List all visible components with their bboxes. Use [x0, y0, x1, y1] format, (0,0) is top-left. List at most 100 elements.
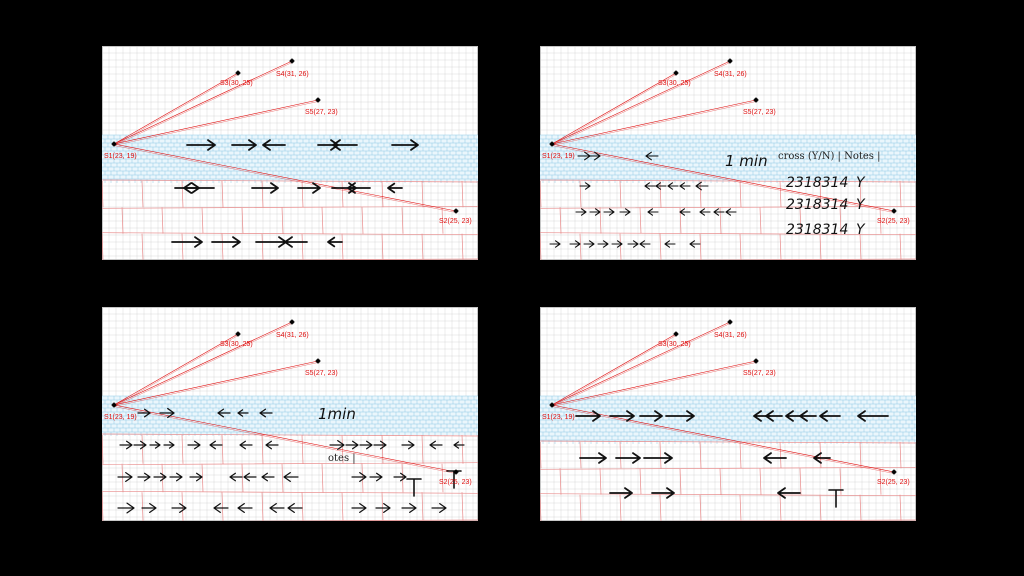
survey-points	[549, 58, 897, 214]
arrow-mark	[665, 410, 695, 422]
arrow-mark	[259, 408, 273, 418]
arrow-mark	[351, 471, 367, 483]
sight-line-s2	[551, 404, 895, 473]
arrow-mark	[597, 240, 609, 248]
water-band	[540, 134, 916, 183]
arrow-mark	[429, 440, 443, 450]
water-texture	[540, 134, 916, 183]
arrow-mark	[261, 472, 275, 482]
stop-mark	[406, 478, 422, 497]
arrow-mark	[284, 236, 308, 248]
arrow-mark	[171, 502, 187, 514]
arrow-mark	[117, 471, 133, 483]
sight-line-s2	[113, 404, 457, 473]
label-s1: S1(23, 19)	[104, 153, 137, 160]
sight-line-s5-b	[113, 362, 319, 407]
sight-line-s4	[113, 321, 293, 406]
arrow-mark	[189, 472, 203, 482]
arrow-mark	[229, 472, 243, 482]
arrow-mark	[713, 208, 725, 216]
arrow-mark	[639, 410, 663, 422]
arrow-mark	[777, 487, 801, 499]
water-band	[540, 395, 916, 444]
panel-3: S1(23, 19) S2(25, 23) S3(30, 25) S4(31, …	[102, 307, 478, 521]
arrow-mark	[119, 440, 133, 450]
arrow-mark	[243, 472, 257, 482]
arrow-mark	[763, 452, 787, 464]
label-s3: S3(30, 25)	[220, 80, 253, 87]
arrow-mark	[609, 410, 635, 422]
sight-line-s3	[113, 72, 239, 145]
arrow-mark	[149, 441, 161, 449]
sight-line-s3-b	[551, 335, 677, 407]
panel-1-canvas: S1(23, 19) S2(25, 23) S3(30, 25) S4(31, …	[102, 46, 478, 260]
arrow-mark	[137, 408, 151, 418]
label-s2: S2(25, 23)	[877, 479, 910, 486]
water-fill	[102, 396, 478, 435]
label-s3: S3(30, 25)	[658, 341, 691, 348]
sight-lines	[551, 321, 895, 474]
brick-band	[102, 179, 478, 260]
arrow-mark	[283, 471, 299, 483]
label-s2: S2(25, 23)	[439, 218, 472, 225]
survey-points	[111, 58, 459, 214]
arrow-mark	[163, 441, 175, 449]
panel-4-canvas: S1(23, 19) S2(25, 23) S3(30, 25) S4(31, …	[540, 307, 916, 521]
arrow-marks	[117, 407, 465, 514]
brick-lines	[102, 433, 478, 521]
panel-4: S1(23, 19) S2(25, 23) S3(30, 25) S4(31, …	[540, 307, 916, 521]
arrow-mark	[237, 409, 249, 417]
water-texture	[102, 395, 478, 436]
arrow-marks	[171, 139, 419, 248]
arrow-mark	[589, 208, 601, 216]
header-note: cross (Y/N) | Notes |	[778, 151, 880, 162]
arrow-mark	[169, 472, 183, 482]
arrow-mark	[679, 182, 691, 190]
arrow-mark	[644, 182, 656, 190]
water-fill	[540, 135, 916, 181]
arrow-mark	[579, 182, 591, 190]
arrow-mark	[255, 236, 287, 248]
sight-line-s3-b	[551, 74, 677, 146]
sight-line-s4-b	[113, 62, 293, 146]
arrow-mark	[217, 408, 231, 418]
arrow-mark	[351, 502, 367, 514]
sight-line-s2-b	[113, 145, 457, 213]
arrow-mark	[186, 139, 216, 151]
arrow-mark	[373, 440, 387, 450]
brick-lines	[540, 179, 916, 260]
brick-band	[102, 433, 478, 521]
sight-line-s5-b	[551, 362, 757, 407]
sight-line-s3-b	[113, 74, 239, 146]
sight-line-s4	[113, 60, 293, 145]
arrow-mark	[231, 139, 257, 151]
arrow-mark	[262, 139, 286, 151]
row-cross-3: Y	[856, 222, 866, 238]
sight-line-s3-b	[113, 335, 239, 407]
label-s3: S3(30, 25)	[658, 80, 691, 87]
arrow-mark	[569, 240, 581, 248]
arrow-mark	[133, 440, 147, 450]
brick-band	[540, 179, 916, 260]
panel-2-canvas: S1(23, 19) S2(25, 23) S3(30, 25) S4(31, …	[540, 46, 916, 260]
arrow-mark	[327, 236, 343, 248]
water-fill	[102, 135, 478, 181]
arrow-mark	[329, 439, 345, 451]
sight-line-s2-b	[551, 406, 895, 474]
label-s5: S5(27, 23)	[743, 109, 776, 116]
arrow-mark	[651, 487, 675, 499]
arrow-mark	[819, 410, 841, 422]
stop-mark	[446, 470, 462, 489]
label-s4: S4(31, 26)	[714, 71, 747, 78]
arrow-mark	[575, 208, 587, 216]
arrow-mark	[583, 240, 595, 248]
arrow-marks	[575, 410, 889, 508]
arrow-mark	[183, 182, 215, 194]
label-s1: S1(23, 19)	[542, 414, 575, 421]
arrow-mark	[615, 452, 641, 464]
arrow-mark	[611, 240, 623, 248]
label-s2: S2(25, 23)	[877, 218, 910, 225]
arrow-mark	[359, 440, 373, 450]
panel-3-canvas: S1(23, 19) S2(25, 23) S3(30, 25) S4(31, …	[102, 307, 478, 521]
sight-line-s5	[113, 360, 319, 406]
